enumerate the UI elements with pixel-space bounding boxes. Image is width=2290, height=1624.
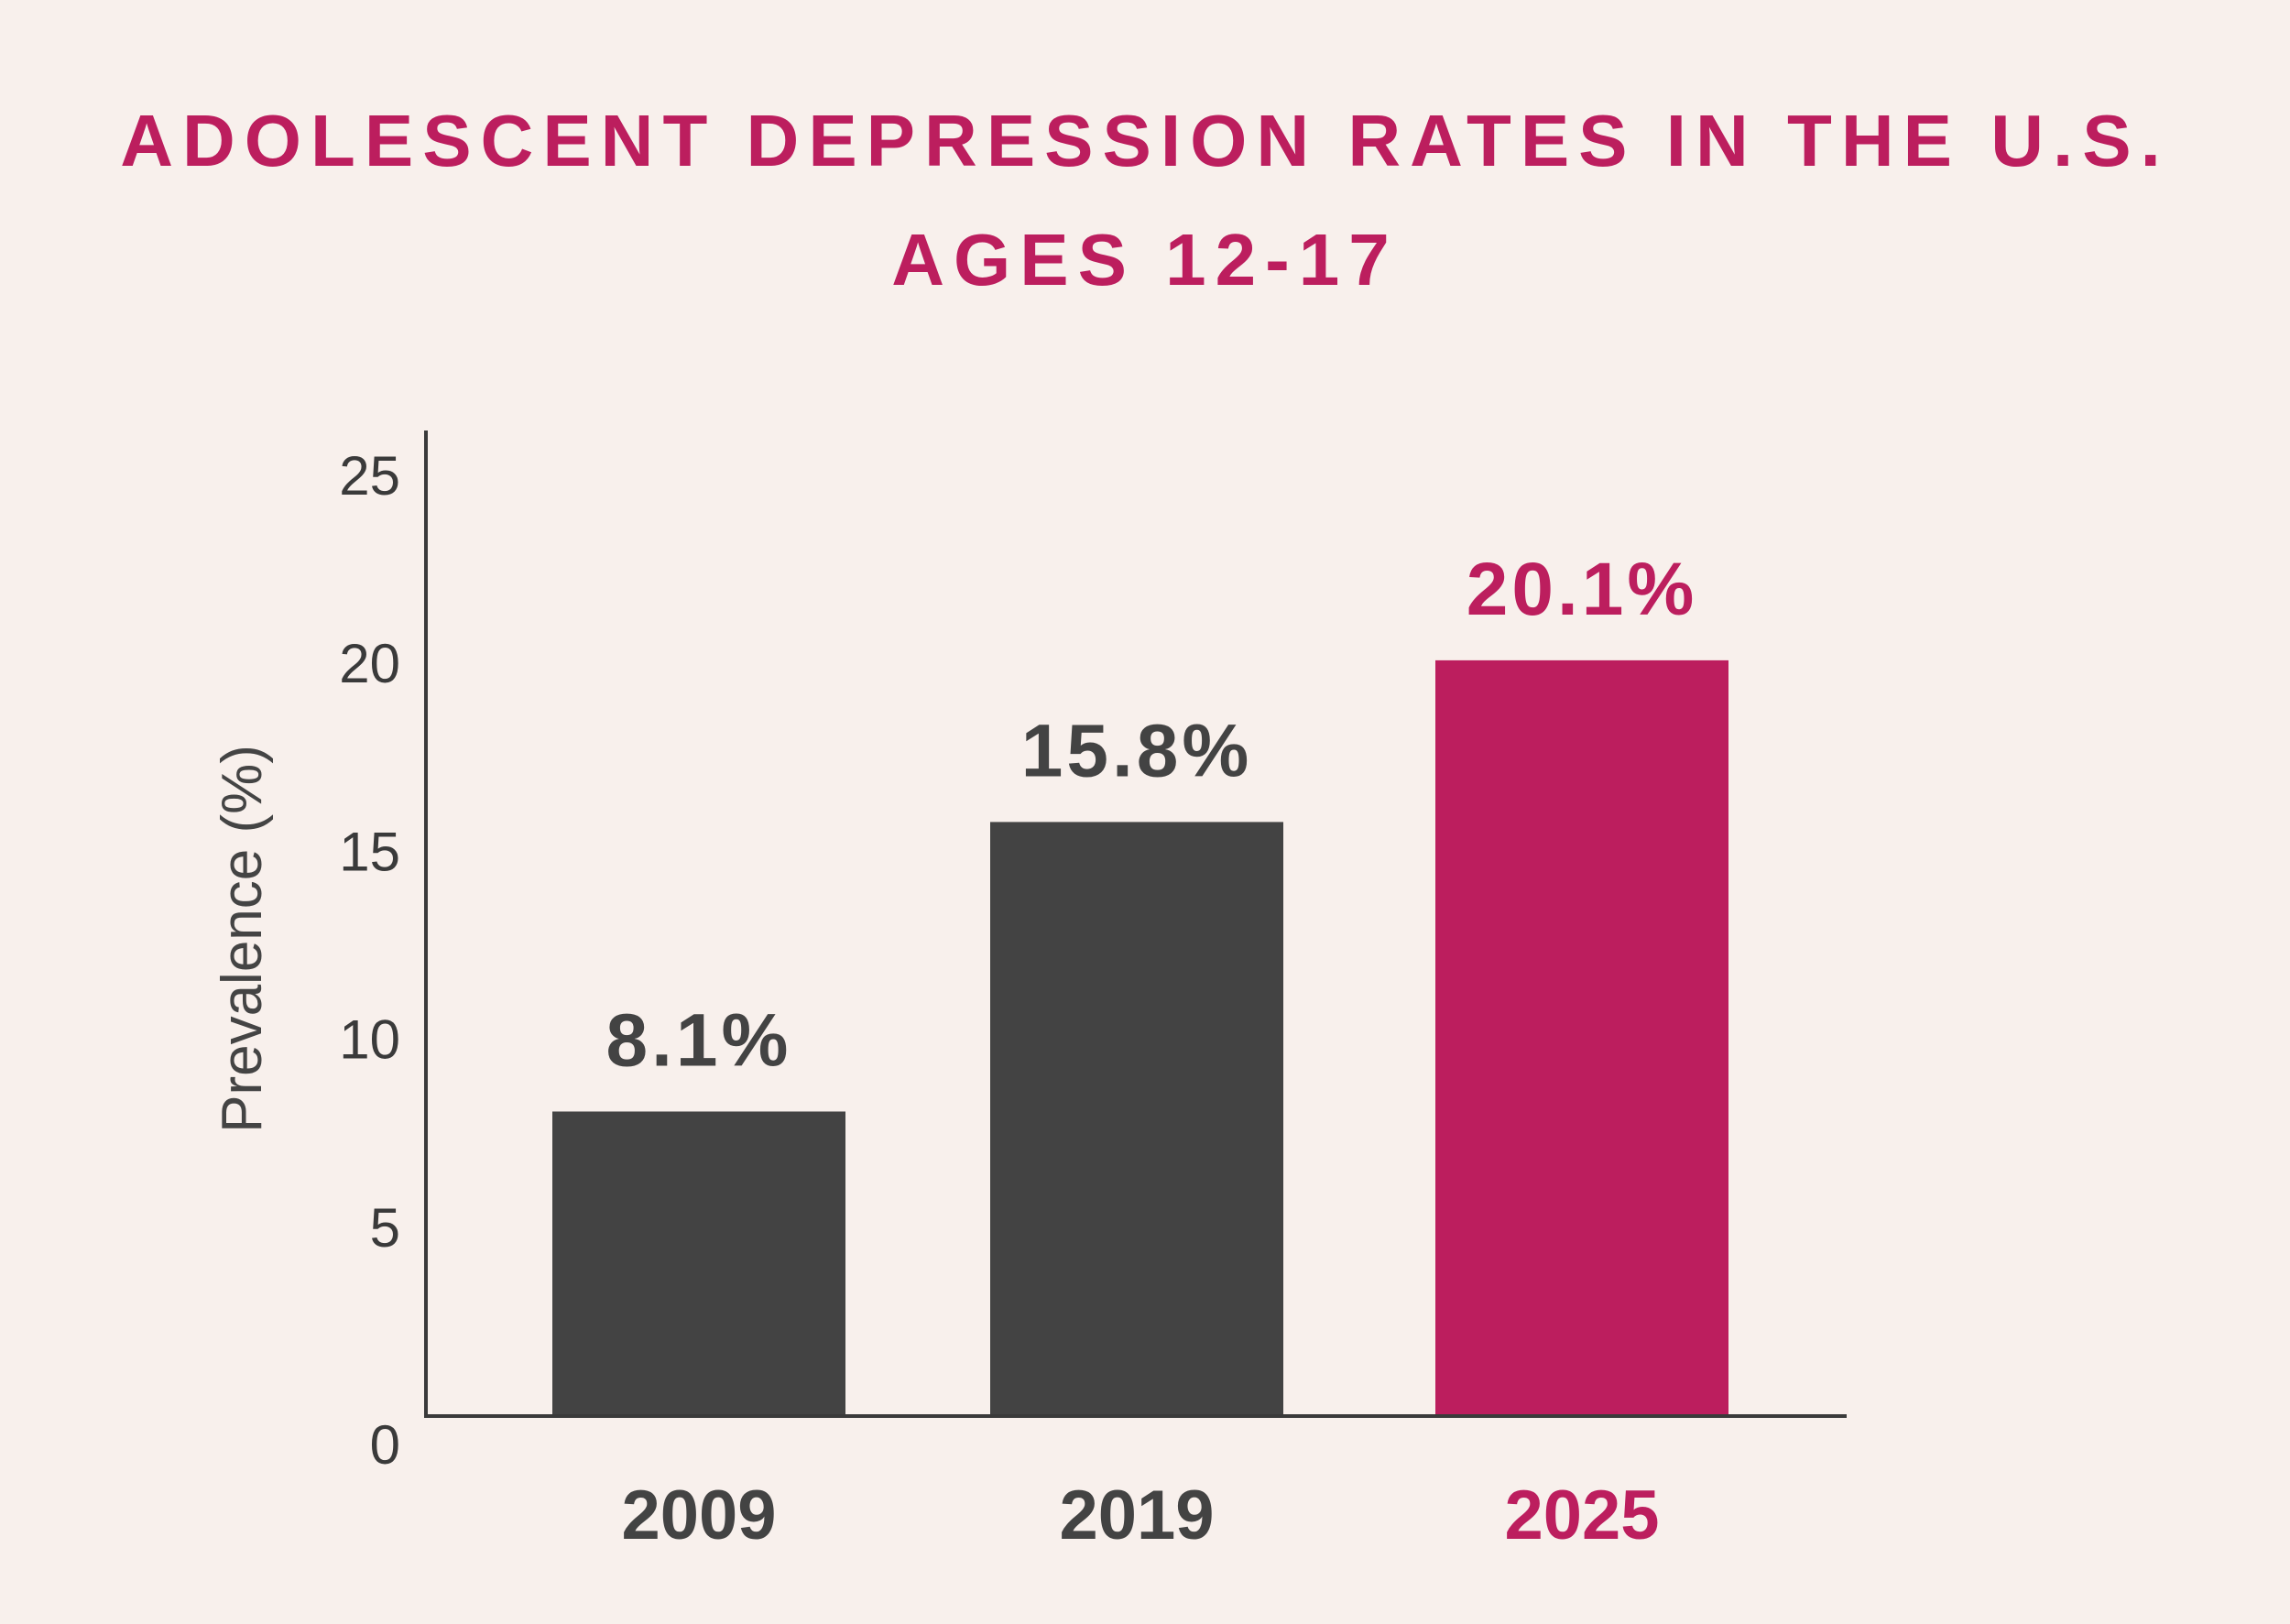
x-tick-label-2025: 2025 <box>1504 1477 1659 1554</box>
bar-2025 <box>1435 659 1728 1416</box>
y-tick-label: 25 <box>339 445 400 507</box>
x-axis-ticks: 2009 2019 2025 <box>621 1477 1659 1554</box>
data-label-2009: 8.1% <box>606 998 792 1082</box>
chart-title: ADOLESCENT DEPRESSION RATES IN THE U.S. <box>120 100 2170 181</box>
x-tick-label-2019: 2019 <box>1059 1477 1214 1554</box>
x-tick-label-2009: 2009 <box>621 1477 776 1554</box>
chart-subtitle: AGES 12-17 <box>891 219 1399 300</box>
bar-2009 <box>552 1111 845 1416</box>
data-label-2025: 20.1% <box>1467 548 1698 631</box>
y-tick-label: 20 <box>339 633 400 694</box>
bars <box>552 659 1728 1416</box>
data-label-2019: 15.8% <box>1021 709 1253 792</box>
y-axis-label: Prevalence (%) <box>211 745 274 1133</box>
y-tick-label: 0 <box>370 1414 400 1476</box>
bar-2019 <box>990 822 1283 1416</box>
y-tick-label: 15 <box>339 821 400 882</box>
data-labels: 8.1% 15.8% 20.1% <box>606 548 1698 1083</box>
y-tick-label: 5 <box>370 1197 400 1259</box>
y-tick-label: 10 <box>339 1009 400 1071</box>
y-axis-ticks: 0 5 10 15 20 25 <box>339 445 400 1476</box>
